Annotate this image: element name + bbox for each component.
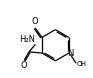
Text: 3: 3 [80,62,83,67]
Text: CH: CH [77,61,86,67]
Text: O: O [20,61,27,70]
Text: H₂N: H₂N [19,34,35,44]
Text: O: O [32,17,39,26]
Text: N: N [67,49,73,58]
